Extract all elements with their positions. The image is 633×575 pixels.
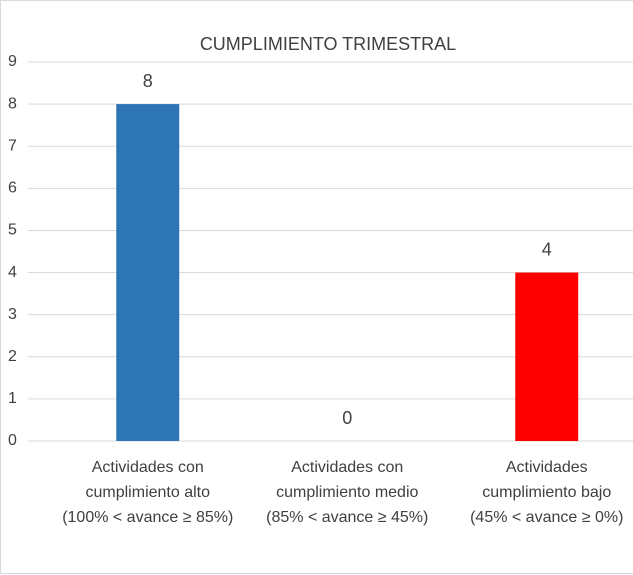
- y-tick-label: 4: [8, 264, 17, 281]
- x-tick-label: Actividades con cumplimiento medio (85% < …: [266, 459, 428, 526]
- y-tick-label: 5: [8, 222, 17, 239]
- x-tick-label: Actividades con cumplimiento alto (100% < …: [62, 459, 233, 526]
- chart-title: CUMPLIMIENTO TRIMESTRAL: [200, 34, 456, 54]
- y-tick-label: 2: [8, 348, 17, 365]
- y-tick-label: 8: [8, 95, 17, 112]
- x-tick-label-line: cumplimiento bajo: [482, 484, 611, 501]
- x-tick-label-line: (45% < avance ≥ 0%): [470, 509, 623, 526]
- x-tick-label-line: Actividades con: [291, 459, 403, 476]
- x-tick-label: Actividades cumplimiento bajo (45% < avanc…: [470, 459, 623, 526]
- x-tick-label-line: (100% < avance ≥ 85%): [62, 509, 233, 526]
- y-tick-label: 1: [8, 390, 17, 407]
- y-tick-label: 7: [8, 137, 17, 154]
- data-label: 8: [143, 71, 153, 91]
- x-tick-label-line: Actividades: [506, 459, 588, 476]
- bar: [515, 272, 579, 441]
- y-tick-label: 3: [8, 306, 17, 323]
- y-tick-label: 0: [8, 432, 17, 449]
- x-tick-label-line: Actividades con: [92, 459, 204, 476]
- data-label: 4: [542, 239, 552, 259]
- y-tick-label: 9: [8, 53, 17, 70]
- data-label: 0: [342, 408, 352, 428]
- x-tick-label-line: cumplimiento medio: [276, 484, 418, 501]
- y-tick-label: 6: [8, 180, 17, 197]
- bar: [116, 104, 180, 441]
- x-tick-label-line: (85% < avance ≥ 45%): [266, 509, 428, 526]
- x-tick-label-line: cumplimiento alto: [86, 484, 211, 501]
